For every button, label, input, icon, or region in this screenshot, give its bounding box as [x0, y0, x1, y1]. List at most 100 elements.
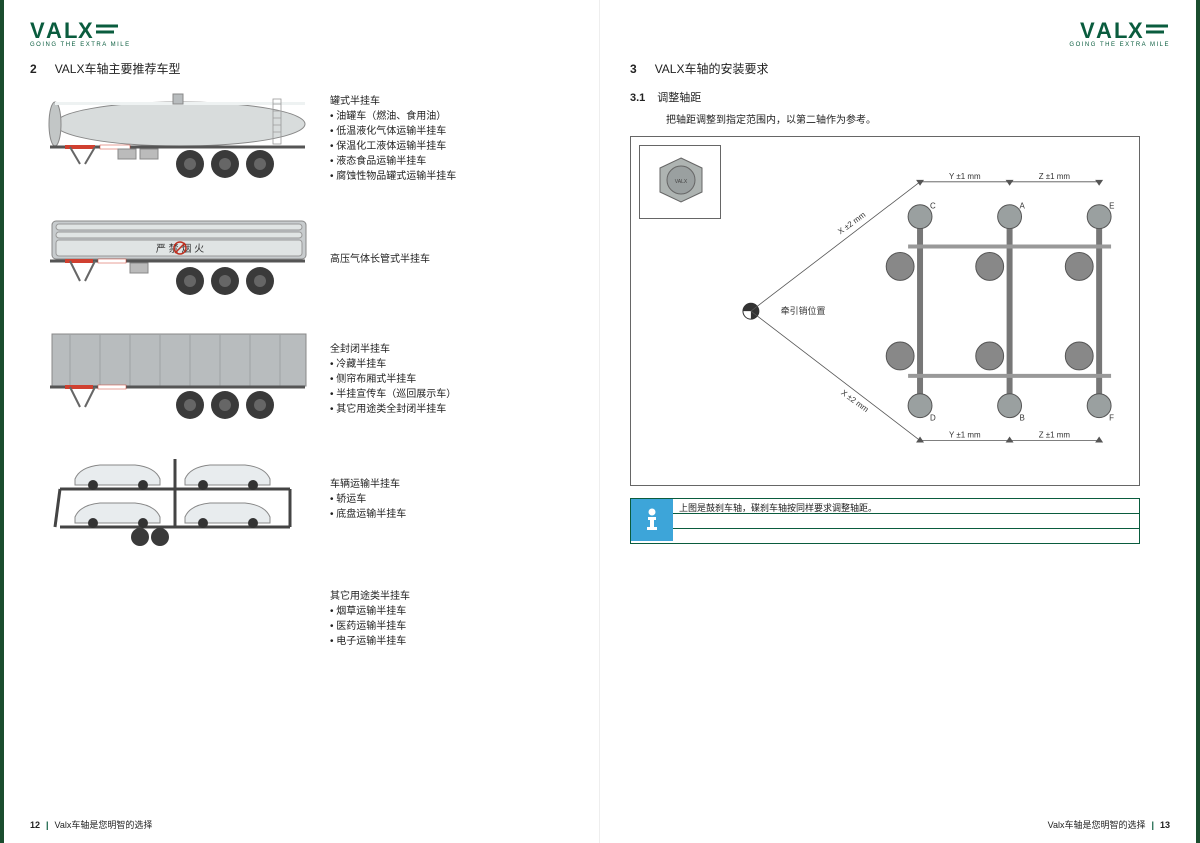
valx-logo-icon: V A L X: [1080, 20, 1170, 44]
dim-x-top: X ±2 mm: [836, 210, 867, 236]
subsection-header: 3.1 调整轴距: [630, 89, 1170, 105]
list-item: 其它用途类全封闭半挂车: [330, 402, 456, 417]
vehicle-row-tube: 严 禁 烟 火 高压气体长管式半挂车: [30, 209, 569, 309]
dim-x-bot: X ±2 mm: [839, 388, 870, 414]
axle-assembly-3: E F: [1065, 202, 1114, 423]
list-item: 低温液化气体运输半挂车: [330, 124, 456, 139]
list-item: 腐蚀性物品罐式运输半挂车: [330, 169, 456, 184]
edge-decoration: [0, 0, 4, 843]
footer-left: 12 | Valx车轴是您明智的选择: [30, 818, 569, 831]
footer-text: Valx车轴是您明智的选择: [55, 818, 153, 831]
valx-logo-icon: V A L X: [30, 20, 120, 44]
axle-assembly-1: C D: [886, 202, 936, 423]
empty-illustration: [30, 569, 310, 669]
list-item: 冷藏半挂车: [330, 357, 456, 372]
svg-text:A: A: [46, 20, 62, 43]
subsection-num: 3.1: [630, 92, 645, 104]
svg-text:B: B: [1020, 414, 1025, 423]
section-title: VALX车轴的安装要求: [655, 60, 769, 77]
list-item: 底盘运输半挂车: [330, 507, 406, 522]
vehicle-desc: 罐式半挂车 油罐车（燃油、食用油） 低温液化气体运输半挂车 保温化工液体运输半挂…: [330, 94, 456, 184]
vehicle-list: 油罐车（燃油、食用油） 低温液化气体运输半挂车 保温化工液体运输半挂车 液态食品…: [330, 109, 456, 184]
vehicle-row-tanker: 罐式半挂车 油罐车（燃油、食用油） 低温液化气体运输半挂车 保温化工液体运输半挂…: [30, 89, 569, 189]
vehicle-list: 烟草运输半挂车 医药运输半挂车 电子运输半挂车: [330, 604, 410, 649]
list-item: 轿运车: [330, 492, 406, 507]
vehicle-title: 罐式半挂车: [330, 94, 456, 109]
info-glyph-icon: [639, 507, 665, 533]
hub-detail-inset: VALX: [639, 145, 721, 219]
page-left: V A L X GOING THE EXTRA MILE 2 VALX车轴主要推…: [0, 0, 600, 843]
vehicle-row-box: 全封闭半挂车 冷藏半挂车 侧帘布厢式半挂车 半挂宣传车（巡回展示车） 其它用途类…: [30, 329, 569, 429]
svg-text:A: A: [1020, 202, 1026, 211]
box-trailer-illustration: [30, 329, 310, 429]
list-item: 半挂宣传车（巡回展示车）: [330, 387, 456, 402]
svg-text:A: A: [1096, 20, 1112, 43]
svg-text:F: F: [1109, 414, 1114, 423]
svg-text:X: X: [78, 20, 93, 43]
tanker-illustration: [30, 89, 310, 189]
axle-spacing-diagram: 牵引销位置 X ±2 mm Y ±1 mm Z ±1 mm X ±2 mm Y …: [731, 147, 1129, 475]
tube-trailer-illustration: 严 禁 烟 火: [30, 209, 310, 309]
vehicle-list: 冷藏半挂车 侧帘布厢式半挂车 半挂宣传车（巡回展示车） 其它用途类全封闭半挂车: [330, 357, 456, 417]
list-item: 油罐车（燃油、食用油）: [330, 109, 456, 124]
logo-tagline: GOING THE EXTRA MILE: [30, 42, 131, 48]
list-item: 侧帘布厢式半挂车: [330, 372, 456, 387]
vehicle-title: 全封闭半挂车: [330, 342, 456, 357]
logo-tagline: GOING THE EXTRA MILE: [1069, 42, 1170, 48]
info-content: 上图是鼓刹车轴，碟刹车轴按同样要求调整轴距。: [673, 499, 1139, 543]
section-header-right: 3 VALX车轴的安装要求: [630, 60, 1170, 77]
axle-assembly-2: A B: [976, 202, 1026, 423]
svg-text:V: V: [1080, 20, 1096, 43]
info-box: 上图是鼓刹车轴，碟刹车轴按同样要求调整轴距。: [630, 498, 1140, 544]
vehicle-desc: 高压气体长管式半挂车: [330, 252, 430, 267]
vehicle-row-other: 其它用途类半挂车 烟草运输半挂车 医药运输半挂车 电子运输半挂车: [30, 569, 569, 669]
section-num: 2: [30, 62, 37, 76]
list-item: 液态食品运输半挂车: [330, 154, 456, 169]
list-item: 电子运输半挂车: [330, 634, 410, 649]
vehicle-desc: 车辆运输半挂车 轿运车 底盘运输半挂车: [330, 477, 406, 522]
logo-left: V A L X GOING THE EXTRA MILE: [30, 20, 569, 48]
footer-text: Valx车轴是您明智的选择: [1048, 818, 1146, 831]
info-row-blank: [673, 514, 1139, 529]
list-item: 烟草运输半挂车: [330, 604, 410, 619]
page-number: 12: [30, 820, 40, 830]
hub-cap-icon: VALX: [640, 146, 722, 220]
kingpin-label: 牵引销位置: [781, 305, 826, 316]
list-item: 保温化工液体运输半挂车: [330, 139, 456, 154]
spread: V A L X GOING THE EXTRA MILE 2 VALX车轴主要推…: [0, 0, 1200, 843]
page-number: 13: [1160, 820, 1170, 830]
list-item: 医药运输半挂车: [330, 619, 410, 634]
car-carrier-illustration: [30, 449, 310, 549]
vehicle-title: 车辆运输半挂车: [330, 477, 406, 492]
svg-text:D: D: [930, 414, 936, 423]
footer-divider: |: [46, 820, 49, 830]
page-right: V A L X GOING THE EXTRA MILE 3 VALX车轴的安装…: [600, 0, 1200, 843]
svg-text:X: X: [1128, 20, 1143, 43]
subsection-title: 调整轴距: [657, 89, 701, 105]
vehicle-desc: 全封闭半挂车 冷藏半挂车 侧帘布厢式半挂车 半挂宣传车（巡回展示车） 其它用途类…: [330, 342, 456, 417]
dim-z-top: Z ±1 mm: [1039, 172, 1071, 181]
vehicle-row-carrier: 车辆运输半挂车 轿运车 底盘运输半挂车: [30, 449, 569, 549]
info-row: 上图是鼓刹车轴，碟刹车轴按同样要求调整轴距。: [673, 499, 1139, 514]
subsection-body: 把轴距调整到指定范围内，以第二轴作为参考。: [666, 111, 1170, 126]
dim-z-bot: Z ±1 mm: [1039, 431, 1071, 440]
vehicle-desc: 其它用途类半挂车 烟草运输半挂车 医药运输半挂车 电子运输半挂车: [330, 589, 410, 649]
info-row-blank: [673, 529, 1139, 543]
section-title: VALX车轴主要推荐车型: [55, 60, 181, 77]
dim-y-top: Y ±1 mm: [949, 172, 981, 181]
vehicle-title: 高压气体长管式半挂车: [330, 252, 430, 267]
vehicle-list: 轿运车 底盘运输半挂车: [330, 492, 406, 522]
svg-text:L: L: [1114, 20, 1127, 43]
edge-decoration: [1196, 0, 1200, 843]
section-header-left: 2 VALX车轴主要推荐车型: [30, 60, 569, 77]
footer-divider: |: [1151, 820, 1154, 830]
footer-right: Valx车轴是您明智的选择 | 13: [630, 818, 1170, 831]
axle-diagram-box: VALX 牵引销位置 X ±2 mm Y ±1 mm Z ±1 mm X ±2 …: [630, 136, 1140, 486]
svg-text:C: C: [930, 202, 936, 211]
info-icon: [631, 499, 673, 541]
svg-text:V: V: [30, 20, 46, 43]
svg-text:VALX: VALX: [675, 179, 688, 185]
logo-right: V A L X GOING THE EXTRA MILE: [630, 20, 1170, 48]
svg-text:E: E: [1109, 202, 1114, 211]
vehicle-title: 其它用途类半挂车: [330, 589, 410, 604]
